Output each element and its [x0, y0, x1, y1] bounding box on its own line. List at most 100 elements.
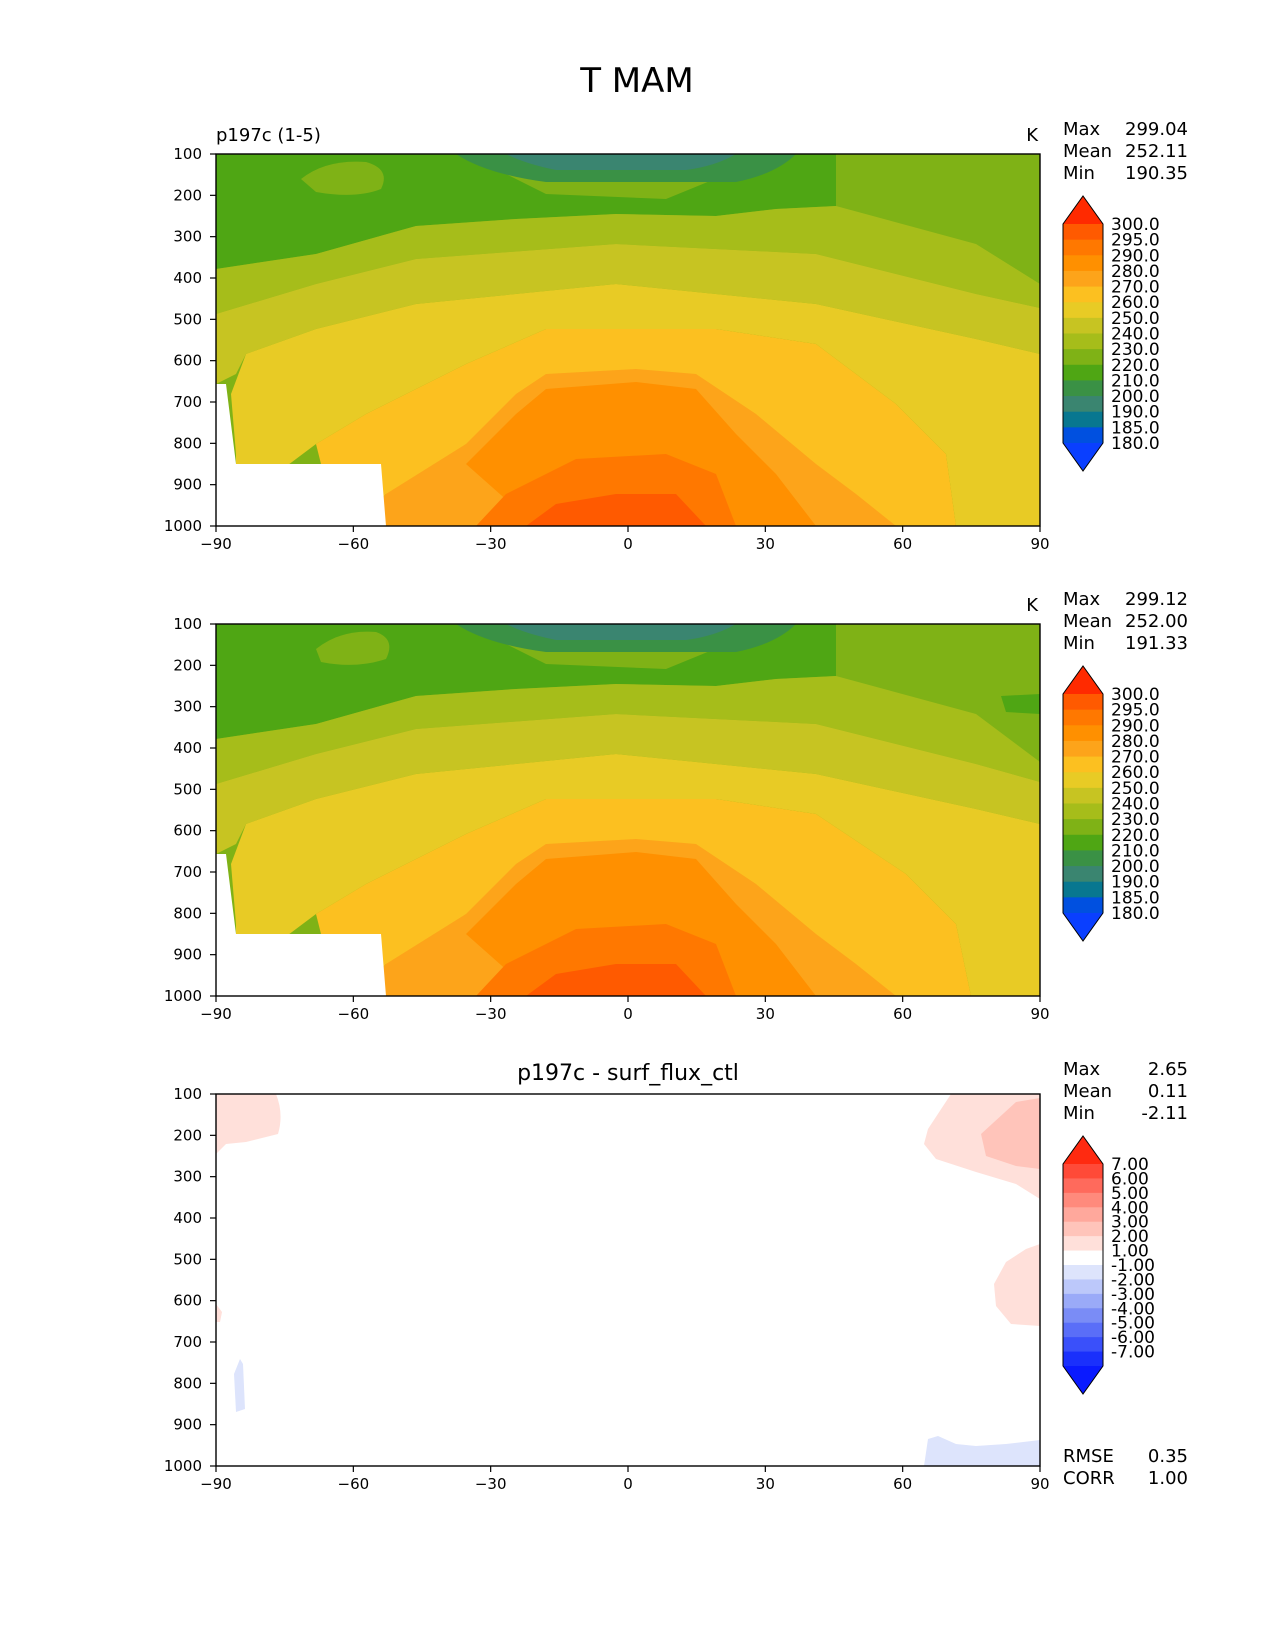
- panel-3-colorbar-segment: [1063, 1322, 1103, 1338]
- panel-1-y-tick-label: 500: [173, 310, 202, 328]
- panel-2-y-tick-label: 100: [173, 615, 202, 633]
- panel-2-colorbar-segment: [1063, 694, 1103, 711]
- panel-3-x-tick-label: −30: [475, 1475, 507, 1493]
- panel-1-colorbar-segment: [1063, 239, 1103, 256]
- panel-2-stat-min-label: Min: [1063, 633, 1095, 654]
- panel-2-y-tick-label: 300: [173, 698, 202, 716]
- panel-3-colorbar-segment: [1063, 1207, 1103, 1223]
- panel-3-stat-min: -2.11: [1141, 1103, 1188, 1124]
- panel-3-y-tick-label: 500: [173, 1250, 202, 1268]
- figure-title: T MAM: [579, 61, 694, 101]
- panel-3-y-tick-label: 800: [173, 1374, 202, 1392]
- panel-2-stat-max-label: Max: [1063, 589, 1101, 610]
- panel-1-x-tick-label: 30: [756, 535, 775, 553]
- panel-1-colorbar-label: 200.0: [1111, 387, 1160, 407]
- panel-3-rmse-label: RMSE: [1063, 1446, 1114, 1467]
- panel-3-colorbar-upper-extension: [1063, 1136, 1103, 1164]
- panel-1-stats: Max 299.04 Mean 252.11 Min 190.35: [1063, 119, 1188, 184]
- panel-3-y-tick-label: 100: [173, 1085, 202, 1103]
- panel-3-x-tick-label: 0: [623, 1475, 633, 1493]
- panel-1-colorbar-label: 240.0: [1111, 325, 1160, 345]
- panel-2-stat-mean: 252.00: [1125, 611, 1188, 632]
- panel-3-colorbar-segment: [1063, 1178, 1103, 1194]
- panel-2-stat-min: 191.33: [1125, 633, 1188, 654]
- panel-2-colorbar-upper-extension: [1063, 666, 1103, 694]
- panel-1-x-tick-label: −90: [200, 535, 232, 553]
- panel-3-colorbar-label: 5.00: [1111, 1184, 1149, 1204]
- panel-1-colorbar-segment: [1063, 427, 1103, 444]
- panel-2-y-tick-label: 1000: [164, 987, 202, 1005]
- panel-1-x-tick-label: −60: [338, 535, 370, 553]
- panel-3-colorbar-label: -5.00: [1111, 1314, 1155, 1334]
- panel-3-stat-max-label: Max: [1063, 1059, 1101, 1080]
- panel-1-stat-max-label: Max: [1063, 119, 1101, 140]
- panel-1-colorbar-outline: [1062, 195, 1104, 472]
- panel-3-corr-label: CORR: [1063, 1468, 1115, 1489]
- panel-1-colorbar-label: 190.0: [1111, 403, 1160, 423]
- panel-1-colorbar-segment: [1063, 364, 1103, 381]
- panel-1-colorbar-upper-extension: [1063, 196, 1103, 224]
- panel-3-y-tick-label: 900: [173, 1416, 202, 1434]
- panel-2-units: K: [1026, 595, 1039, 616]
- panel-3-stat-min-label: Min: [1063, 1103, 1095, 1124]
- panel-1-stat-min-label: Min: [1063, 163, 1095, 184]
- panel-2-y-tick-label: 800: [173, 904, 202, 922]
- panel-1-colorbar-segment: [1063, 349, 1103, 366]
- panel-3-colorbar-label: -6.00: [1111, 1328, 1155, 1348]
- panel-2-colorbar-lower-extension: [1063, 913, 1103, 941]
- panel-2-colorbar-segment: [1063, 881, 1103, 898]
- panel-3-x-tick-label: −90: [200, 1475, 232, 1493]
- panel-2-colorbar-outline: [1062, 665, 1104, 942]
- panel-2-field: [216, 624, 1040, 996]
- panel-3-y-tick-label: 600: [173, 1292, 202, 1310]
- panel-2-colorbar-label: 180.0: [1111, 904, 1160, 924]
- panel-3-colorbar-label: 1.00: [1111, 1242, 1149, 1262]
- panel-3-y-tick-label: 700: [173, 1333, 202, 1351]
- panel-1-colorbar-label: 295.0: [1111, 231, 1160, 251]
- panel-2-colorbar-label: 200.0: [1111, 857, 1160, 877]
- panel-2-colorbar-label: 270.0: [1111, 748, 1160, 768]
- panel-2-x-tick-label: 60: [893, 1005, 912, 1023]
- panel-3-title: p197c - surf_flux_ctl: [517, 1061, 739, 1086]
- panel-1-title: p197c (1-5): [216, 125, 321, 146]
- panel-1-y-tick-label: 1000: [164, 517, 202, 535]
- panel-1-y-tick-label: 300: [173, 228, 202, 246]
- panel-3-colorbar-segment: [1063, 1192, 1103, 1208]
- panel-3-colorbar-segment: [1063, 1308, 1103, 1324]
- panel-2-stat-max: 299.12: [1125, 589, 1188, 610]
- panel-1-colorbar-segment: [1063, 286, 1103, 303]
- panel-1-colorbar: 300.0295.0290.0280.0270.0260.0250.0240.0…: [1062, 195, 1160, 472]
- panel-2-colorbar-segment: [1063, 772, 1103, 789]
- panel-2-colorbar: 300.0295.0290.0280.0270.0260.0250.0240.0…: [1062, 665, 1160, 942]
- panel-2: K −90 −60 −30 0 30 60 90 100 200 300 400 500 600 700…: [164, 589, 1188, 1023]
- panel-2-x-tick-label: −90: [200, 1005, 232, 1023]
- panel-1-colorbar-label: 290.0: [1111, 246, 1160, 266]
- panel-1-x-ticks: −90 −60 −30 0 30 60 90: [200, 526, 1050, 553]
- panel-2-colorbar-segment: [1063, 834, 1103, 851]
- panel-2-colorbar-segment: [1063, 819, 1103, 836]
- panel-3-x-tick-label: −60: [338, 1475, 370, 1493]
- panel-3-stat-mean: 0.11: [1148, 1081, 1188, 1102]
- panel-1-colorbar-segment: [1063, 396, 1103, 413]
- panel-3-y-tick-label: 200: [173, 1126, 202, 1144]
- panel-1-colorbar-label: 280.0: [1111, 262, 1160, 282]
- panel-3-rmse: 0.35: [1148, 1446, 1188, 1467]
- panel-3-colorbar-segment: [1063, 1221, 1103, 1237]
- panel-2-colorbar-segment: [1063, 803, 1103, 820]
- panel-1-x-tick-label: 60: [893, 535, 912, 553]
- panel-3-y-tick-label: 1000: [164, 1457, 202, 1475]
- panel-2-x-tick-label: 0: [623, 1005, 633, 1023]
- panel-2-x-tick-label: −60: [338, 1005, 370, 1023]
- panel-1-x-tick-label: −30: [475, 535, 507, 553]
- panel-3-colorbar-segment: [1063, 1279, 1103, 1295]
- panel-3-colorbar-segment: [1063, 1265, 1103, 1280]
- panel-2-x-tick-label: 30: [756, 1005, 775, 1023]
- panel-3-colorbar-segment: [1063, 1164, 1103, 1179]
- panel-2-y-tick-label: 600: [173, 822, 202, 840]
- panel-2-colorbar-segment: [1063, 740, 1103, 758]
- panel-1-stat-mean-label: Mean: [1063, 141, 1112, 162]
- panel-2-stat-mean-label: Mean: [1063, 611, 1112, 632]
- panel-2-colorbar-label: 295.0: [1111, 701, 1160, 721]
- panel-1-y-tick-label: 700: [173, 393, 202, 411]
